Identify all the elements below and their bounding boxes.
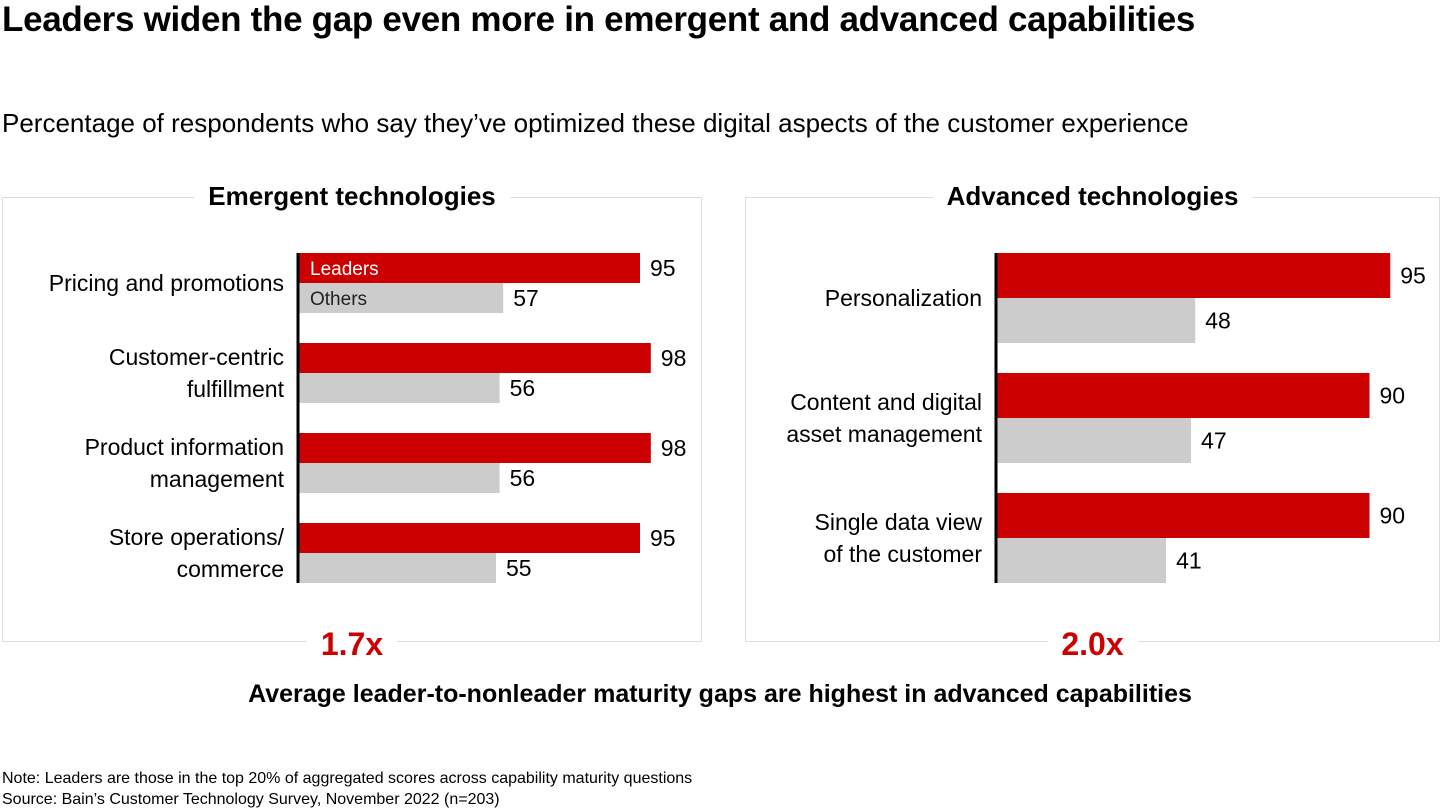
category-label: fulfillment xyxy=(187,376,285,402)
legend-leaders: Leaders xyxy=(310,259,379,280)
bar-leaders xyxy=(298,343,651,373)
advanced-panel-title: Advanced technologies xyxy=(932,181,1253,212)
data-label: 98 xyxy=(661,345,687,371)
bar-leaders xyxy=(996,373,1370,418)
category-label: of the customer xyxy=(823,541,982,567)
data-label: 90 xyxy=(1380,383,1406,409)
source-text: Source: Bain’s Customer Technology Surve… xyxy=(2,791,500,808)
chart-title: Leaders widen the gap even more in emerg… xyxy=(2,0,1196,39)
category-label: Content and digital xyxy=(790,389,982,415)
data-label: 41 xyxy=(1176,548,1202,574)
emergent-panel: Emergent technologies 1.7x xyxy=(2,181,702,663)
category-label: Product information xyxy=(85,434,284,460)
data-label: 47 xyxy=(1201,428,1227,454)
data-label: 90 xyxy=(1380,503,1406,529)
data-label: 98 xyxy=(661,435,687,461)
advanced-panel: Advanced technologies 2.0x xyxy=(745,181,1440,663)
advanced-multiplier: 2.0x xyxy=(1047,626,1138,663)
bar-others xyxy=(298,463,500,493)
data-label: 56 xyxy=(510,465,536,491)
bar-others xyxy=(298,553,496,583)
data-label: 56 xyxy=(510,375,536,401)
note-text: Note: Leaders are those in the top 20% o… xyxy=(2,770,693,787)
bar-others xyxy=(298,283,504,313)
data-label: 95 xyxy=(650,255,676,281)
bar-leaders xyxy=(996,493,1370,538)
category-label: Customer-centric xyxy=(109,344,284,370)
data-label: 57 xyxy=(513,285,539,311)
bar-others xyxy=(996,418,1192,463)
category-label: Personalization xyxy=(825,285,982,311)
legend-others: Others xyxy=(310,289,367,310)
bar-others xyxy=(996,298,1196,343)
bar-leaders xyxy=(298,433,651,463)
emergent-panel-title: Emergent technologies xyxy=(194,181,510,212)
bar-leaders xyxy=(298,253,640,283)
data-label: 95 xyxy=(650,525,676,551)
bar-others xyxy=(996,538,1167,583)
data-label: 95 xyxy=(1400,263,1426,289)
data-label: 48 xyxy=(1205,308,1231,334)
category-label: asset management xyxy=(786,421,982,447)
category-label: Single data view xyxy=(815,509,983,535)
category-label: Pricing and promotions xyxy=(49,270,284,296)
chart-subtitle: Percentage of respondents who say they’v… xyxy=(2,108,1189,138)
category-label: Store operations/ xyxy=(109,524,285,550)
emergent-multiplier: 1.7x xyxy=(306,626,398,663)
bar-others xyxy=(298,373,500,403)
takeaway-text: Average leader-to-nonleader maturity gap… xyxy=(248,680,1192,708)
data-label: 55 xyxy=(506,555,532,581)
category-label: commerce xyxy=(177,556,284,582)
category-label: management xyxy=(150,466,285,492)
bar-leaders xyxy=(298,523,640,553)
bar-leaders xyxy=(996,253,1391,298)
